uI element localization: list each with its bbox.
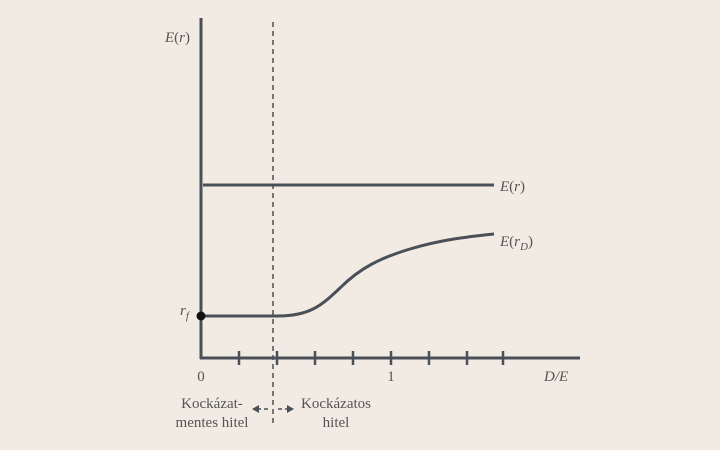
- er-label: E(r): [499, 179, 525, 195]
- text-part: E: [164, 30, 174, 46]
- text-part: r: [179, 30, 185, 46]
- arrow-left: [252, 405, 259, 413]
- y-axis-label: E(r): [164, 30, 190, 46]
- text-part: (: [174, 30, 179, 46]
- text-part: ): [185, 30, 190, 46]
- erd-curve: [201, 232, 495, 318]
- text-part: ): [528, 234, 533, 250]
- x-axis-label: D/E: [543, 369, 568, 385]
- region-right-2: hitel: [323, 415, 350, 431]
- text-part: D: [519, 241, 528, 253]
- text-part: E: [499, 234, 509, 250]
- text-part: f: [186, 310, 191, 322]
- rf-point: [196, 311, 206, 321]
- text-part: r: [514, 234, 520, 250]
- x-one-label: 1: [387, 369, 395, 385]
- region-left-2: mentes hitel: [176, 415, 249, 431]
- text-part: (: [509, 234, 514, 250]
- erd-label: E(rD): [499, 234, 533, 253]
- region-left-1: Kockázat-: [181, 396, 243, 412]
- x-ticks: [237, 351, 505, 365]
- arrow-right: [287, 405, 294, 413]
- text-part: (: [509, 179, 514, 195]
- text-part: E: [499, 179, 509, 195]
- x-origin-label: 0: [197, 369, 205, 385]
- text-part: ): [520, 179, 525, 195]
- text-part: r: [514, 179, 520, 195]
- text-part: r: [180, 303, 186, 319]
- rf-label: rf: [180, 303, 191, 322]
- region-right-1: Kockázatos: [301, 396, 371, 412]
